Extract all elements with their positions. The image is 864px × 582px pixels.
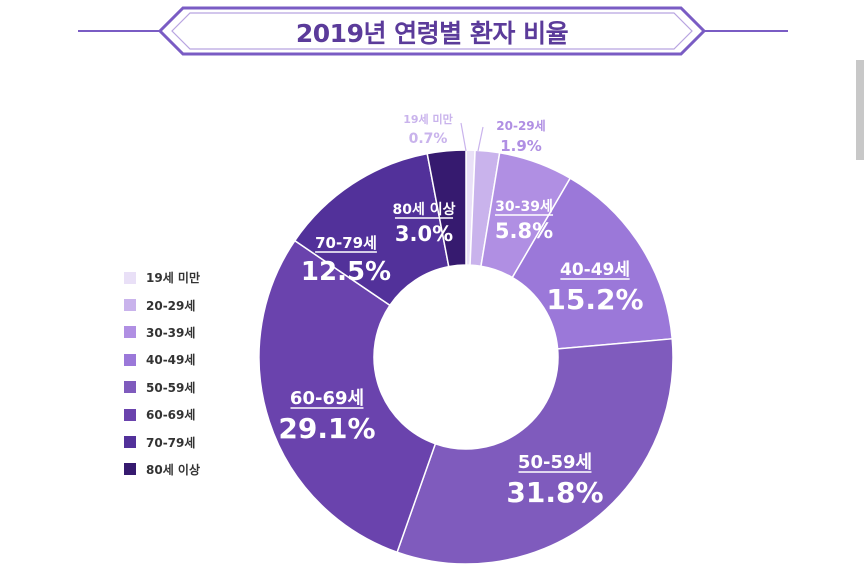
chart-title: 2019년 연령별 환자 비율 (295, 19, 569, 48)
banner-frame-inner (171, 12, 693, 50)
legend-item: 80세 이상 (124, 456, 200, 483)
donut-slice-4 (511, 177, 674, 350)
legend-item: 30-39세 (124, 319, 200, 346)
slice-value-label: 5.8% (495, 219, 553, 243)
legend-swatch (124, 326, 136, 339)
legend-swatch (124, 271, 136, 284)
slice-value-label: 29.1% (278, 412, 375, 445)
slice-category-label: 20-29세 (496, 118, 545, 133)
legend-swatch (124, 299, 136, 312)
scrollbar-thumb[interactable] (856, 60, 864, 160)
legend-label: 19세 미만 (146, 271, 200, 286)
legend-item: 19세 미만 (124, 264, 200, 291)
slice-category-label: 30-39세 (495, 199, 553, 215)
banner-frame-outer (157, 6, 707, 56)
title-banner (78, 6, 788, 56)
donut-slice-8 (426, 149, 467, 268)
slice-category-label: 80세 이상 (393, 201, 456, 218)
slice-value-label: 12.5% (301, 257, 391, 287)
legend-label: 70-79세 (146, 435, 196, 450)
legend-item: 50-59세 (124, 374, 200, 401)
slice-category-label: 40-49세 (560, 260, 630, 280)
legend-swatch (124, 463, 136, 476)
legend-label: 50-59세 (146, 380, 196, 395)
legend-item: 40-49세 (124, 346, 200, 373)
slice-category-label: 50-59세 (518, 452, 592, 473)
legend-item: 20-29세 (124, 291, 200, 318)
legend-label: 80세 이상 (146, 462, 200, 477)
donut-slice-5 (396, 338, 674, 565)
legend-label: 30-39세 (146, 325, 196, 340)
legend-label: 60-69세 (146, 408, 196, 423)
legend-item: 60-69세 (124, 401, 200, 428)
legend-swatch (124, 436, 136, 449)
slice-value-label: 1.9% (500, 137, 542, 155)
legend-item: 70-79세 (124, 428, 200, 455)
donut-slice-6 (258, 239, 437, 554)
legend-label: 40-49세 (146, 353, 196, 368)
slice-category-label: 19세 미만 (403, 112, 453, 126)
slice-category-label: 70-79세 (315, 234, 377, 252)
legend-swatch (124, 353, 136, 366)
legend-swatch (124, 408, 136, 421)
leader-line-2 (477, 126, 484, 152)
legend-swatch (124, 381, 136, 394)
leader-line-1 (460, 122, 467, 152)
slice-value-label: 15.2% (546, 283, 643, 316)
slice-value-label: 31.8% (506, 476, 603, 509)
slice-category-label: 60-69세 (290, 388, 364, 409)
slice-value-label: 0.7% (409, 131, 448, 147)
legend: 19세 미만 20-29세 30-39세 40-49세 50-59세 60-69세 70-7… (124, 264, 200, 483)
slice-value-label: 3.0% (395, 222, 453, 246)
legend-label: 20-29세 (146, 298, 196, 313)
